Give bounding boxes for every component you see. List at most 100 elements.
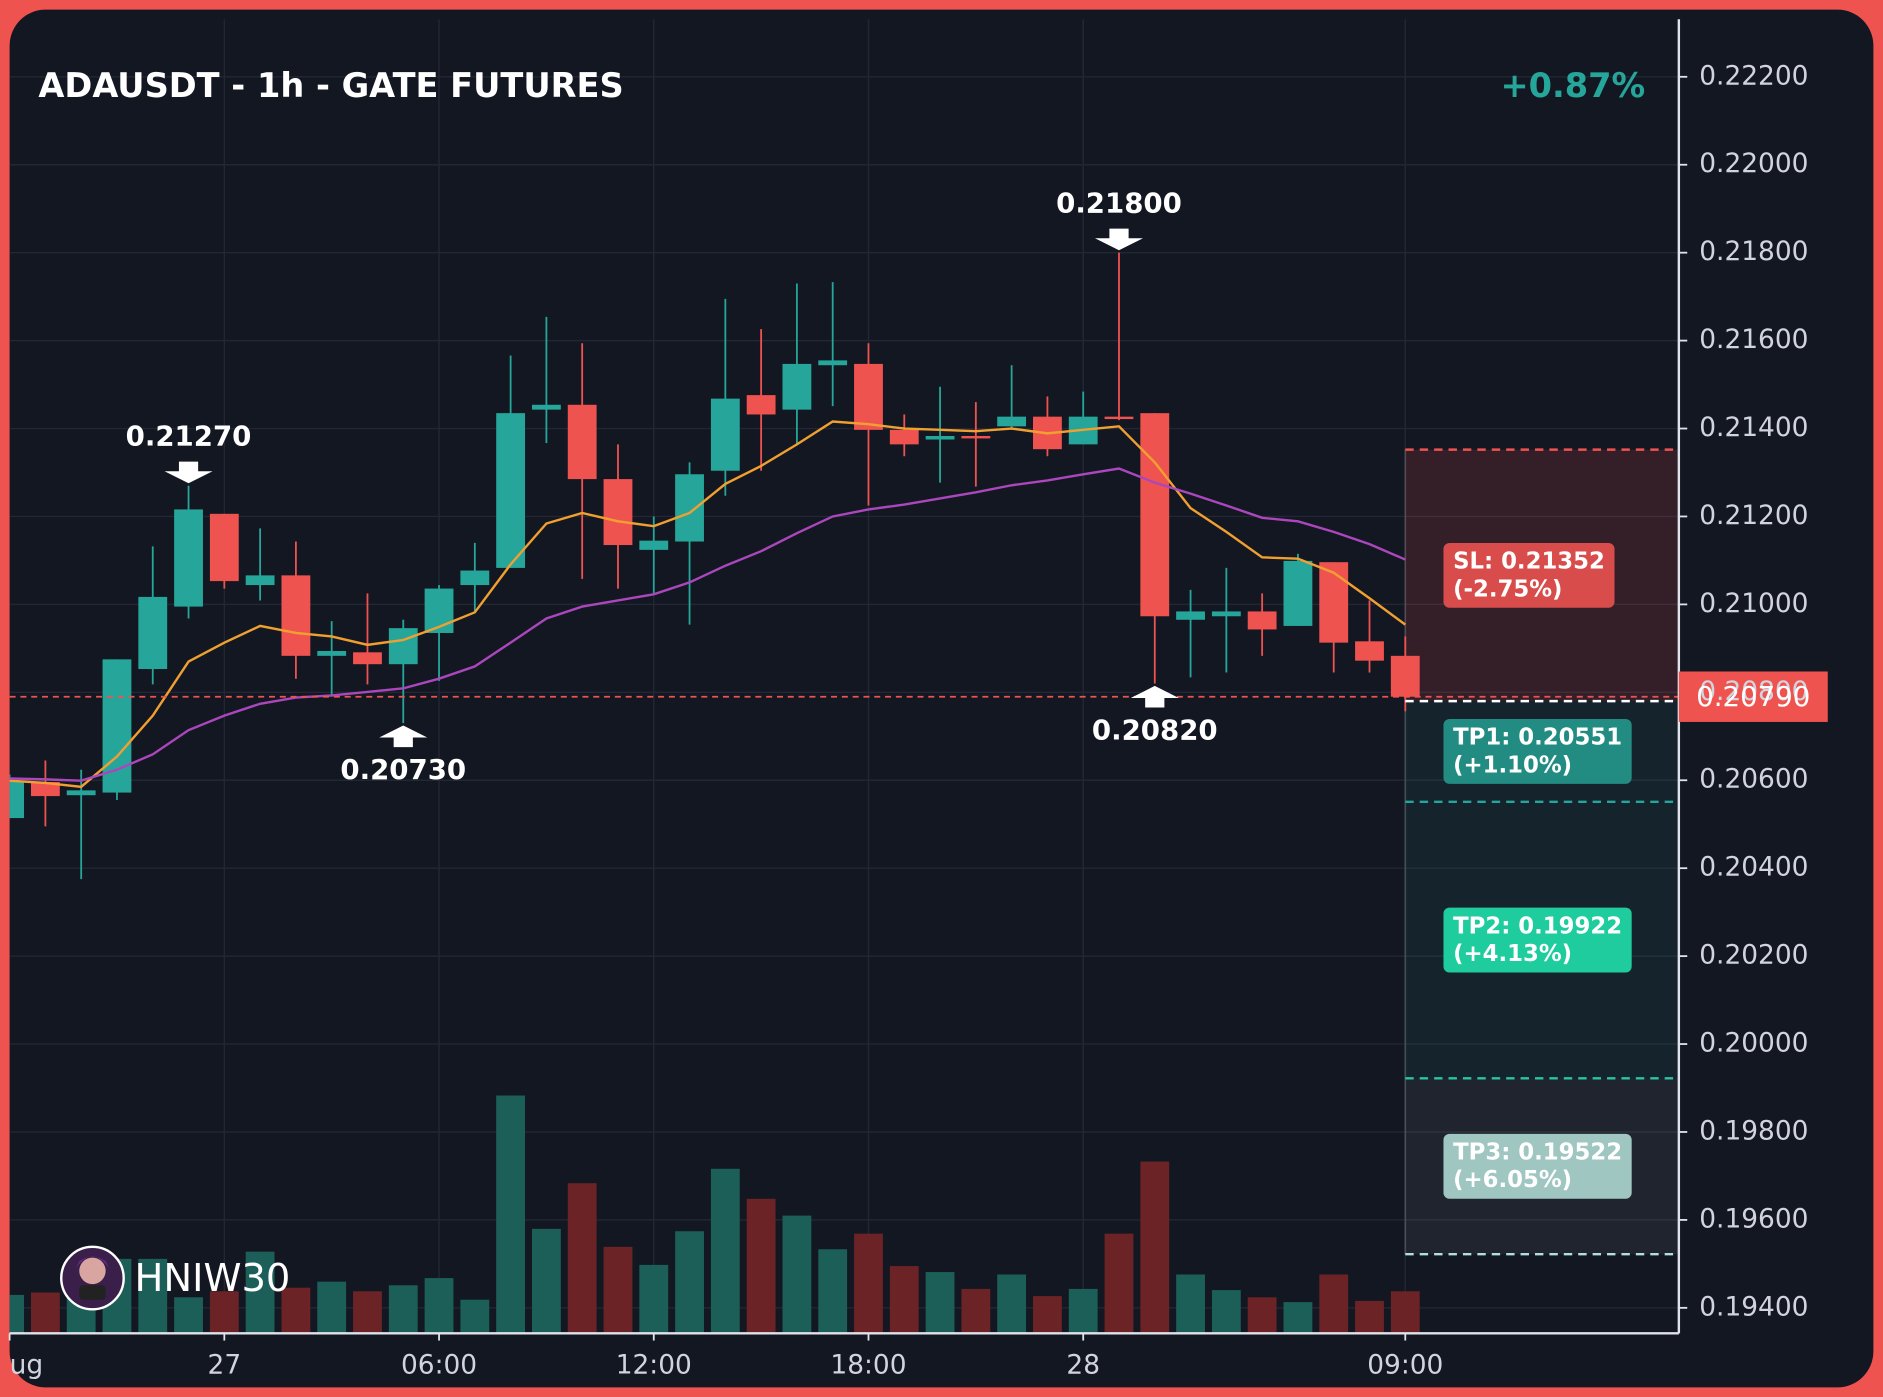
volume-bar (782, 1215, 812, 1334)
volume-bar (1068, 1288, 1098, 1334)
level-text: TP1: 0.20551 (1453, 725, 1622, 751)
candle-body (281, 575, 311, 656)
volume-bar (925, 1272, 955, 1334)
volume-bar (889, 1266, 919, 1334)
candle-body (818, 360, 848, 366)
candle-body (854, 363, 883, 430)
background (9, 9, 1874, 1388)
y-tick-label: 0.22000 (1699, 148, 1808, 179)
candle-body (1390, 655, 1420, 697)
level-label: TP2: 0.19922(+4.13%) (1443, 907, 1632, 973)
x-tick-label: ug (10, 1349, 43, 1380)
volume-bar (9, 1294, 25, 1334)
candle-body (174, 509, 203, 607)
y-tick-label: 0.21800 (1699, 236, 1808, 267)
candle-body (1104, 416, 1134, 420)
y-tick-label: 0.20000 (1699, 1028, 1808, 1059)
level-label: TP1: 0.20551(+1.10%) (1443, 719, 1632, 784)
volume-bar (1390, 1291, 1420, 1334)
volume-bar (209, 1291, 239, 1334)
level-text: SL: 0.21352 (1453, 549, 1605, 575)
level-change: (-2.75%) (1453, 576, 1562, 602)
candle-body (710, 398, 740, 471)
annotation-label: 0.20820 (1092, 714, 1218, 747)
overlay: SL: 0.21352(-2.75%)TP1: 0.20551(+1.10%)T… (126, 187, 1632, 1199)
y-tick-label: 0.21000 (1699, 588, 1808, 619)
level-text: TP3: 0.19522 (1453, 1140, 1622, 1166)
volume-bar (1033, 1296, 1062, 1334)
volume-bar (746, 1198, 776, 1334)
volume-bar (1355, 1300, 1384, 1334)
candle-body (567, 404, 597, 480)
candle-body (1247, 611, 1277, 630)
avatar-face (79, 1257, 106, 1285)
avatar-hair (75, 1256, 110, 1269)
candle-body (889, 429, 919, 445)
candle-body (353, 652, 382, 665)
volume-bar (317, 1281, 347, 1334)
volume-bar (281, 1287, 311, 1334)
candle-body (9, 780, 25, 819)
volume-bar (1176, 1274, 1205, 1334)
y-tick-label: 0.21200 (1699, 500, 1808, 531)
y-tick-label: 0.21600 (1699, 324, 1808, 355)
volume-bar (1211, 1290, 1241, 1334)
annotation-label: 0.20730 (340, 753, 466, 786)
candle-body (1283, 560, 1313, 626)
volume-bar (567, 1183, 597, 1334)
y-tick-label: 0.20600 (1699, 764, 1808, 795)
volume-bar (1319, 1274, 1349, 1334)
level-box (1443, 907, 1632, 973)
y-tick-label: 0.21400 (1699, 412, 1808, 443)
volume-bar (424, 1278, 454, 1334)
volume-bar (460, 1299, 490, 1334)
volume-bar (531, 1228, 561, 1334)
annotation-arrow (379, 725, 428, 748)
y-tick-label: 0.19400 (1699, 1291, 1808, 1322)
annotation-label: 0.21800 (1056, 187, 1182, 220)
last-price-label: 0.20790 (1696, 680, 1810, 713)
volume-bar (854, 1233, 883, 1334)
volume-bar (639, 1264, 669, 1334)
level-box (1443, 1133, 1632, 1199)
candle-body (30, 782, 60, 797)
volume-bar (388, 1285, 418, 1334)
level-text: TP2: 0.19922 (1453, 913, 1622, 939)
volume-bar (30, 1292, 60, 1334)
volume-bar (245, 1251, 275, 1334)
ma-line (9, 420, 1406, 789)
annotation-arrow (164, 461, 213, 484)
level-box (1443, 542, 1615, 608)
volume-bar (174, 1297, 203, 1334)
y-tick-label: 0.20200 (1699, 940, 1808, 971)
x-tick-label: 12:00 (616, 1349, 692, 1380)
candle-body (531, 404, 561, 410)
annotation-arrow (1130, 685, 1179, 708)
volume-bar (138, 1258, 168, 1334)
candle-body (1176, 611, 1205, 620)
candle-body (1355, 641, 1384, 661)
x-tick-label: 27 (208, 1349, 242, 1380)
level-change: (+4.13%) (1453, 941, 1572, 967)
change-label: +0.87% (1500, 66, 1645, 105)
level-label: TP3: 0.19522(+6.05%) (1443, 1133, 1632, 1199)
x-tick-label: 28 (1066, 1349, 1100, 1380)
last-price-box (1678, 671, 1828, 722)
level-label: SL: 0.21352(-2.75%) (1443, 542, 1615, 608)
ma-line (9, 467, 1406, 782)
candle-body (317, 650, 347, 656)
candle-body (388, 628, 418, 665)
candle-body (675, 474, 704, 542)
volume-bar (961, 1288, 991, 1334)
level-box (1443, 719, 1632, 784)
volume-bar (1104, 1233, 1134, 1334)
candle-body (997, 416, 1027, 427)
candle-body (496, 413, 526, 568)
candle-body (460, 570, 490, 586)
y-tick-label: 0.19800 (1699, 1115, 1808, 1146)
candle-body (961, 436, 991, 439)
candle-body (603, 479, 633, 546)
candle-body (1140, 413, 1170, 617)
candle-body (746, 395, 776, 415)
